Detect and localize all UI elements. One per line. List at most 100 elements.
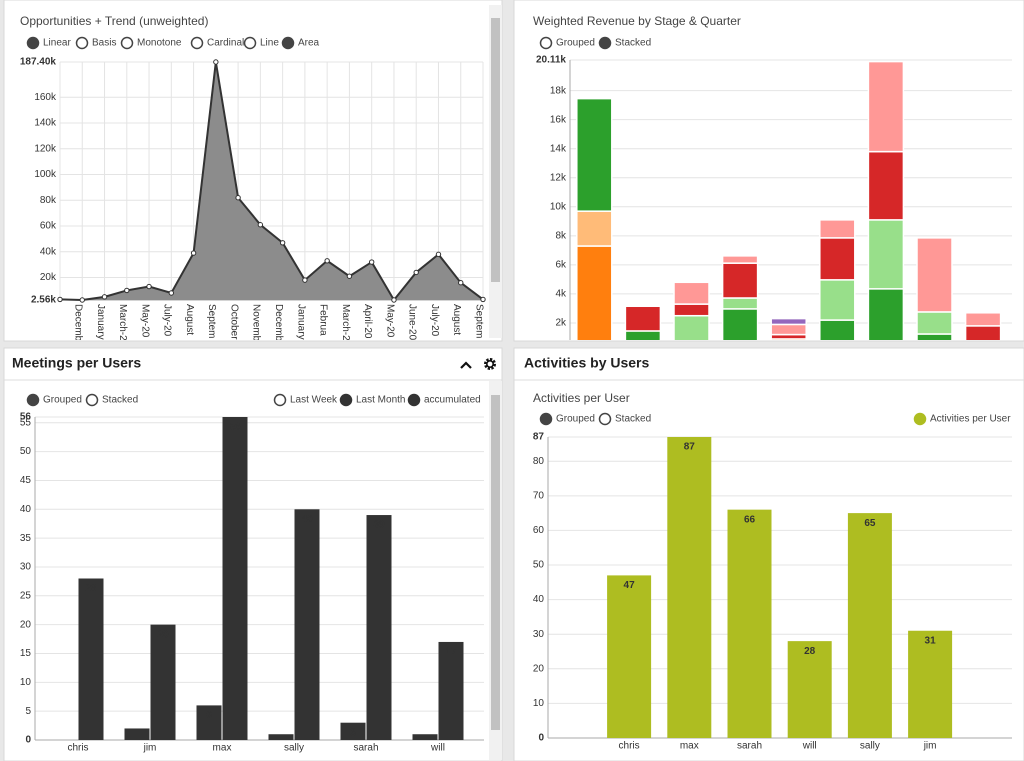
- bar-segment: [721, 255, 759, 264]
- y-tick-label: 60k: [40, 221, 57, 232]
- point: [168, 290, 175, 296]
- chart: Opportunities + Trend (unweighted) Linear…: [20, 14, 486, 342]
- point: [124, 287, 130, 294]
- chart-title: Activities per User: [533, 391, 630, 405]
- option-label: Cardinal: [207, 38, 244, 49]
- radio-button: [539, 36, 553, 50]
- x-tick-label: sarah: [353, 743, 378, 754]
- x-tick-label: January: [95, 304, 106, 340]
- x-tick-label: will: [430, 743, 445, 754]
- point: [213, 59, 219, 65]
- x-tick-label: July-20: [429, 304, 440, 337]
- y-tick-label: 45: [20, 475, 32, 486]
- x-tick-label: jim: [923, 741, 937, 752]
- radio-button: [273, 393, 287, 407]
- legend-item[interactable]: Activities per User: [913, 412, 1012, 426]
- bar-segment: [867, 219, 905, 290]
- point: [101, 294, 108, 300]
- bar-segment: [576, 245, 613, 340]
- data-label: 6: [206, 710, 212, 721]
- bar: [412, 734, 438, 740]
- scrollbar-thumb[interactable]: [491, 18, 500, 282]
- data-label: 65: [864, 518, 876, 529]
- x-tick-label: August: [184, 304, 195, 335]
- option[interactable]: Grouped: [539, 36, 595, 50]
- bar-segment: [964, 312, 1002, 327]
- point: [391, 297, 397, 303]
- option[interactable]: Grouped: [539, 412, 595, 426]
- data-label: 20: [157, 629, 169, 640]
- y-tick-label: 50: [533, 560, 545, 571]
- y-tick-label: 50: [20, 446, 32, 457]
- x-tick-label: max: [213, 743, 232, 754]
- y-tick-label: 60: [533, 525, 545, 536]
- y-tick-label: 14k: [550, 143, 567, 154]
- y-tick-label: 55: [20, 417, 32, 428]
- x-tick-label: Septem: [206, 304, 217, 338]
- bar-segment: [770, 323, 807, 336]
- x-tick-label: Novemb: [251, 304, 262, 342]
- option[interactable]: Stacked: [598, 36, 652, 50]
- point: [279, 240, 286, 246]
- y-tick-label: 80: [533, 456, 545, 467]
- y-tick-label: 2k: [555, 318, 567, 329]
- data-label: 3: [350, 727, 356, 738]
- option[interactable]: Cardinal: [190, 36, 245, 50]
- option[interactable]: Stacked: [598, 412, 652, 426]
- point: [413, 269, 419, 276]
- bar-segment: [721, 308, 759, 340]
- bar-segment: [576, 210, 613, 247]
- radio-button: [190, 36, 204, 50]
- option[interactable]: Grouped: [26, 393, 82, 407]
- y-tick-label: 56: [20, 412, 32, 423]
- collapse-icon[interactable]: [460, 361, 472, 369]
- legend-label: Last Month: [356, 395, 405, 406]
- bar: [667, 437, 712, 738]
- option[interactable]: Monotone: [120, 36, 182, 50]
- bar: [438, 641, 464, 740]
- chart-title: Weighted Revenue by Stage & Quarter: [533, 14, 741, 28]
- y-tick-label: 120k: [34, 143, 57, 154]
- option[interactable]: Linear: [26, 36, 72, 50]
- radio-button: [339, 393, 353, 407]
- x-tick-label: April-20: [362, 304, 373, 339]
- bar: [294, 509, 320, 740]
- x-tick-label: Februa: [318, 304, 329, 336]
- data-label: 17: [445, 647, 457, 658]
- y-tick-label: 35: [20, 533, 32, 544]
- y-tick-label: 20.11k: [536, 55, 566, 66]
- bar: [340, 722, 366, 740]
- data-label: 28: [804, 646, 816, 657]
- radio-button: [598, 412, 612, 426]
- option[interactable]: Line: [243, 36, 280, 50]
- bar: [366, 515, 392, 740]
- option-label: Stacked: [615, 38, 651, 49]
- x-tick-label: May-20: [139, 304, 150, 338]
- option[interactable]: Stacked: [85, 393, 139, 407]
- point: [57, 296, 63, 303]
- radio-button: [913, 412, 927, 426]
- x-tick-label: March-2: [340, 304, 351, 341]
- chart-title: Opportunities + Trend (unweighted): [20, 14, 208, 28]
- scrollbar-thumb[interactable]: [491, 395, 500, 730]
- y-tick-label: 100k: [34, 169, 57, 180]
- bar: [78, 578, 104, 740]
- legend-item[interactable]: Last Month: [339, 393, 406, 407]
- x-tick-label: chris: [619, 741, 640, 752]
- point: [235, 195, 241, 201]
- y-tick-label: 10: [20, 677, 32, 688]
- option[interactable]: Area: [281, 36, 320, 50]
- y-tick-label: 15: [20, 648, 32, 659]
- point: [146, 283, 152, 290]
- legend-item[interactable]: accumulated: [407, 393, 481, 407]
- chart: Grouped Stacked Last Week Last Month accumul…: [20, 393, 484, 754]
- option[interactable]: Basis: [75, 36, 117, 50]
- bar: [150, 624, 176, 740]
- settings-icon[interactable]: [484, 358, 496, 370]
- radio-button: [407, 393, 421, 407]
- option-label: Linear: [43, 38, 71, 49]
- point: [79, 297, 85, 303]
- x-tick-label: chris: [67, 743, 88, 754]
- point: [324, 258, 330, 264]
- legend-item[interactable]: Last Week: [273, 393, 339, 407]
